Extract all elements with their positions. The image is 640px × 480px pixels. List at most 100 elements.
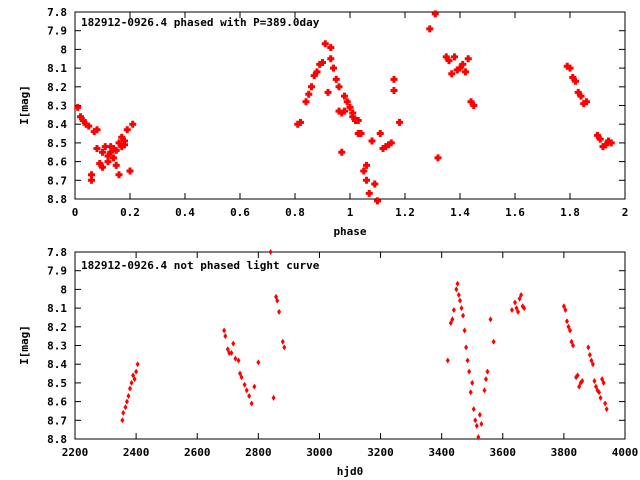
unphased-data-point (128, 385, 132, 392)
phased-data-point (464, 55, 472, 63)
phased-xtick-label: 0.4 (175, 206, 195, 219)
unphased-data-point (277, 308, 282, 315)
unphased-data-point (509, 306, 514, 313)
phased-plot-title: 182912-0926.4 phased with P=389.0day (81, 16, 320, 29)
unphased-data-point (467, 368, 472, 375)
unphased-data-point (580, 378, 585, 385)
unphased-data-point (454, 286, 459, 293)
phased-data-point (107, 148, 115, 156)
unphased-data-point (514, 305, 519, 312)
phased-data-point (577, 92, 585, 100)
phased-data-point (470, 102, 478, 109)
phased-data-point (363, 176, 370, 184)
unphased-data-point (129, 379, 134, 386)
unphased-data-point (450, 316, 455, 323)
unphased-xtick-label: 2800 (245, 446, 272, 459)
unphased-data-point (222, 327, 227, 334)
unphased-data-point (513, 299, 517, 306)
unphased-data-point (464, 344, 469, 351)
phased-data-point (382, 143, 390, 151)
unphased-data-point (482, 387, 487, 394)
unphased-data-point (445, 357, 450, 364)
unphased-data-point (476, 434, 481, 441)
phased-data-point (112, 161, 120, 169)
phased-data-point (462, 68, 469, 76)
unphased-xtick-label: 3400 (428, 446, 455, 459)
phased-data-point (566, 64, 574, 72)
phased-data-point (580, 100, 588, 108)
phased-data-point (448, 70, 456, 78)
phased-data-point (316, 60, 324, 68)
phased-xtick-label: 2 (622, 206, 629, 219)
phased-data-point (319, 58, 326, 66)
unphased-plot-yticks: 7.8 7.9 8 8.1 8.2 8.3 8.4 8.5 8.6 8.7 8.8 (47, 246, 625, 446)
unphased-data-point (268, 249, 273, 255)
unphased-data-point (564, 318, 569, 325)
phased-data-point (599, 143, 607, 151)
phased-data-point (101, 143, 109, 151)
unphased-data-point (456, 292, 461, 299)
phased-data-point (349, 113, 357, 121)
unphased-ytick-label: 7.9 (47, 265, 67, 278)
unphased-plot-title: 182912-0926.4 not phased light curve (81, 259, 320, 272)
phased-data-point (305, 90, 313, 98)
unphased-data-point (451, 306, 456, 313)
unphased-data-point (123, 404, 128, 411)
phased-data-point (346, 103, 354, 111)
unphased-ytick-label: 8.3 (47, 340, 67, 353)
phased-data-point (371, 180, 379, 188)
unphased-data-point (468, 389, 473, 396)
unphased-data-point (597, 389, 602, 396)
phased-ytick-label: 8.2 (47, 81, 67, 94)
phased-xtick-label: 1.4 (450, 206, 470, 219)
unphased-plot-ylabel: I[mag] (18, 325, 31, 365)
phased-xtick-label: 1.2 (395, 206, 415, 219)
unphased-data-point (227, 349, 232, 356)
phased-ytick-label: 7.9 (47, 25, 67, 38)
unphased-ytick-label: 8.2 (47, 321, 67, 334)
unphased-xtick-label: 3800 (551, 446, 578, 459)
unphased-ytick-label: 8.7 (47, 414, 67, 427)
unphased-data-point (603, 400, 608, 407)
unphased-plot-frame (74, 251, 626, 440)
unphased-data-point (600, 376, 605, 383)
phased-data-point (583, 98, 590, 106)
phased-ytick-label: 8.3 (47, 100, 67, 113)
phased-data-point (341, 92, 348, 100)
unphased-data-point (473, 417, 478, 424)
unphased-data-point (231, 340, 236, 347)
phased-data-point (93, 145, 101, 153)
phased-data-point (385, 141, 392, 149)
unphased-data-point (592, 378, 597, 385)
unphased-plot-xlabel: hjd0 (337, 465, 364, 478)
phased-data-point (374, 197, 381, 205)
phased-data-point (115, 139, 123, 147)
phased-data-point (442, 53, 450, 61)
phased-data-point (335, 107, 343, 115)
phased-plot-xticks: 0 0.2 0.4 0.6 0.8 1 1.2 1.4 1.6 1.8 2 (72, 12, 629, 219)
phased-data-point (93, 126, 101, 134)
phased-data-point (451, 53, 458, 61)
unphased-data-point (282, 344, 287, 351)
unphased-ytick-label: 8.1 (47, 302, 67, 315)
unphased-data-point (569, 338, 574, 345)
phased-data-point (121, 137, 128, 145)
unphased-data-point (483, 376, 488, 383)
unphased-data-point (455, 280, 460, 287)
phased-xtick-label: 1.6 (505, 206, 525, 219)
phased-data-point (123, 126, 131, 134)
phased-data-point (308, 83, 315, 91)
unphased-data-point (586, 344, 591, 351)
phased-data-point (313, 68, 321, 76)
phased-data-point (445, 57, 453, 65)
unphased-data-point (458, 297, 462, 304)
unphased-ytick-label: 7.8 (47, 246, 67, 259)
unphased-plot-xticks: 2200 2400 2600 2800 3000 3200 3400 3600 3800 4000 (62, 252, 638, 459)
unphased-xtick-label: 3000 (306, 446, 333, 459)
unphased-data-point (275, 297, 280, 304)
phased-data-point (324, 88, 332, 96)
phased-data-point (85, 122, 93, 130)
phased-data-point (112, 146, 120, 154)
phased-ytick-label: 8.6 (47, 156, 67, 169)
